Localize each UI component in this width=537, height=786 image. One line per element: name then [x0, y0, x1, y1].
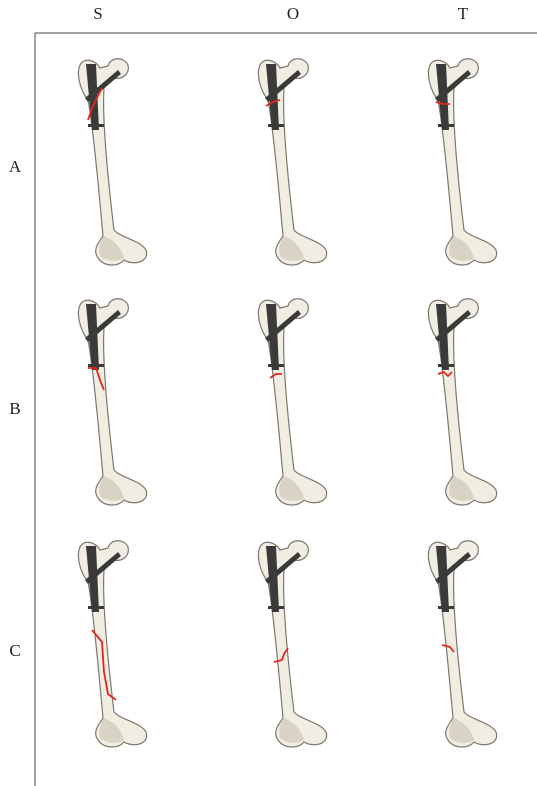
- femur-a-o: [257, 58, 328, 266]
- column-label: O: [287, 4, 299, 23]
- row-label: B: [9, 399, 20, 418]
- column-label: T: [458, 4, 469, 23]
- row-label: A: [9, 157, 22, 176]
- femur-a-t: [427, 58, 498, 266]
- femur-b-o: [257, 298, 328, 506]
- femur-c-o: [257, 540, 328, 748]
- column-label: S: [93, 4, 102, 23]
- femur-b-s: [77, 298, 148, 506]
- femur-b-t: [427, 298, 498, 506]
- row-label: C: [9, 641, 20, 660]
- femur-c-t: [427, 540, 498, 748]
- femur-a-s: [77, 58, 148, 266]
- femur-c-s: [77, 540, 148, 748]
